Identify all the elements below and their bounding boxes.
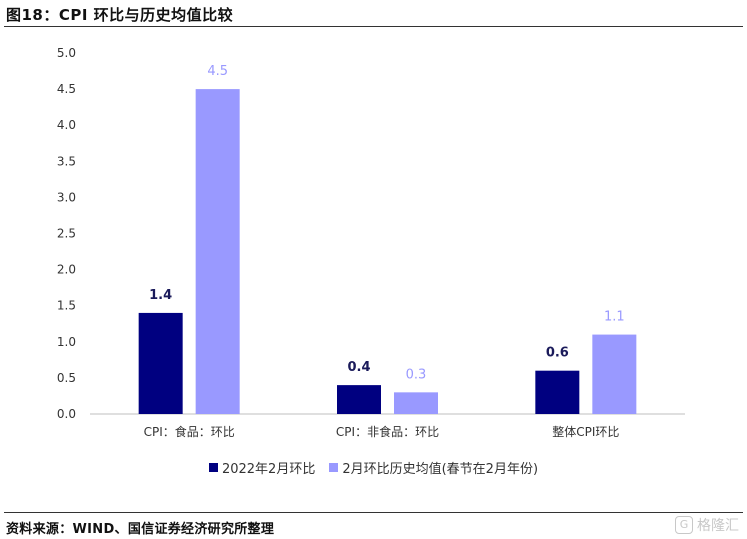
bar-series-2-cat-3: [592, 334, 637, 414]
y-tick-label: 4.0: [57, 118, 76, 132]
data-label-series-1-cat-2: 0.4: [347, 360, 370, 375]
y-tick-label: 5.0: [57, 46, 76, 60]
legend-label-series-1: 2022年2月环比: [221, 462, 316, 477]
y-tick-label: 0.5: [57, 371, 76, 385]
data-label-series-2-cat-2: 0.3: [406, 367, 427, 382]
bar-series-1-cat-1: [138, 312, 183, 414]
x-category-label: 整体CPI环比: [552, 424, 619, 439]
legend-item-historical-avg: 2月环比历史均值(春节在2月年份): [329, 458, 538, 477]
y-tick-label: 4.5: [57, 82, 76, 96]
data-label-series-1-cat-3: 0.6: [546, 346, 569, 361]
data-label-series-2-cat-1: 4.5: [207, 64, 228, 79]
y-tick-label: 2.5: [57, 227, 76, 241]
y-tick-label: 2.0: [57, 263, 76, 277]
legend-swatch-series-1: [208, 463, 218, 472]
figure-title: 图18：CPI 环比与历史均值比较: [6, 6, 234, 24]
title-rule: [4, 26, 743, 27]
chart-legend: 2022年2月环比 2月环比历史均值(春节在2月年份): [0, 458, 747, 477]
source-note: 资料来源：WIND、国信证券经济研究所整理: [6, 522, 275, 537]
x-category-label: CPI：食品：环比: [144, 424, 235, 439]
bar-series-2-cat-1: [195, 89, 240, 414]
x-category-label: CPI：非食品：环比: [336, 424, 439, 439]
bar-chart: 0.0 0.5 1.0 1.5 2.0 2.5 3.0 3.5 4.0 4.5 5.0 1.4 4.5 C…: [57, 46, 685, 439]
watermark: G 格隆汇: [675, 515, 739, 535]
legend-label-series-2: 2月环比历史均值(春节在2月年份): [342, 462, 539, 477]
bar-series-2-cat-2: [394, 392, 438, 414]
y-tick-label: 3.0: [57, 190, 76, 204]
legend-item-2022-feb: 2022年2月环比: [208, 458, 316, 477]
data-label-series-2-cat-3: 1.1: [604, 310, 625, 325]
bar-series-1-cat-2: [337, 385, 381, 414]
y-tick-label: 3.5: [57, 154, 76, 168]
y-tick-label: 1.0: [57, 335, 76, 349]
data-label-series-1-cat-1: 1.4: [149, 288, 172, 303]
y-tick-label: 0.0: [57, 407, 76, 421]
source-rule: [4, 512, 743, 513]
bar-series-1-cat-3: [535, 370, 580, 414]
watermark-logo-icon: G: [675, 516, 693, 534]
watermark-text: 格隆汇: [697, 518, 739, 534]
legend-swatch-series-2: [329, 463, 339, 472]
y-tick-label: 1.5: [57, 299, 76, 313]
